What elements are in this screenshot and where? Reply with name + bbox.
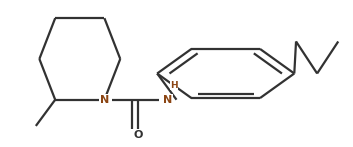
Text: N: N xyxy=(163,95,172,105)
Text: O: O xyxy=(133,130,143,140)
Text: H: H xyxy=(170,81,178,90)
Text: N: N xyxy=(100,95,109,105)
